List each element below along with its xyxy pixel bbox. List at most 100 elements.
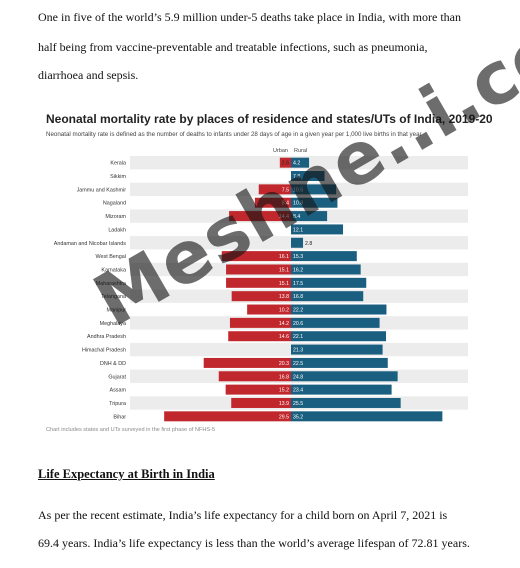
bar-urban xyxy=(247,304,291,315)
bar-rural xyxy=(291,264,361,275)
data-label-rural: 4.2 xyxy=(293,161,300,167)
bar-urban xyxy=(218,371,291,382)
category-label: Jammu and Kashmir xyxy=(77,187,127,193)
data-label-urban: 16.8 xyxy=(279,374,289,380)
data-label-rural: 2.8 xyxy=(305,241,312,247)
chart-plot: Urban Rural Kerala 2.6 4.2 Sikkim 7.8 Jammu and… xyxy=(54,148,468,422)
data-label-urban: 2.6 xyxy=(282,161,289,167)
category-label: Sikkim xyxy=(110,174,126,180)
bar-rural xyxy=(291,237,304,248)
bar-rural xyxy=(291,331,387,342)
bar-rural xyxy=(291,184,337,195)
data-label-rural: 24.8 xyxy=(293,374,303,380)
category-label: Telangana xyxy=(101,294,126,300)
bar-urban xyxy=(279,157,291,168)
neonatal-mortality-chart: Neonatal mortality rate by places of res… xyxy=(40,102,493,442)
data-label-urban: 8.4 xyxy=(282,201,289,207)
data-label-rural: 22.2 xyxy=(293,308,303,314)
legend-rural: Rural xyxy=(294,148,307,154)
data-label-rural: 7.8 xyxy=(293,174,300,180)
bar-rural xyxy=(291,157,310,168)
bar-rural xyxy=(291,304,387,315)
data-label-urban: 15.1 xyxy=(279,267,289,273)
life-expectancy-paragraph-line-2: 69.4 years. India’s life expectancy is l… xyxy=(38,536,470,550)
bar-rural xyxy=(291,317,380,328)
data-label-rural: 10.5 xyxy=(293,187,303,193)
data-label-rural: 20.6 xyxy=(293,321,303,327)
data-label-rural: 23.4 xyxy=(293,388,303,394)
life-expectancy-paragraph-line-1: As per the recent estimate, India’s life… xyxy=(38,508,448,522)
data-label-urban: 15.2 xyxy=(279,388,289,394)
category-label: Gujarat xyxy=(108,374,126,380)
chart-subtitle: Neonatal mortality rate is defined as th… xyxy=(46,131,422,138)
category-label: Tripura xyxy=(109,401,126,407)
bar-urban xyxy=(231,291,291,302)
data-label-rural: 22.5 xyxy=(293,361,303,367)
bar-rural xyxy=(291,291,364,302)
data-label-rural: 17.5 xyxy=(293,281,303,287)
bar-rural xyxy=(291,224,344,235)
bar-urban xyxy=(225,384,291,395)
intro-paragraph-line-2: half being from vaccine-preventable and … xyxy=(38,40,428,54)
bar-rural xyxy=(291,384,392,395)
bar-urban xyxy=(226,264,291,275)
category-label: Mizoram xyxy=(105,214,126,220)
bar-rural xyxy=(291,211,328,222)
bar-rural xyxy=(291,357,388,368)
data-label-urban: 15.1 xyxy=(279,281,289,287)
category-label: Meghalaya xyxy=(100,321,126,327)
bar-rural xyxy=(291,344,383,355)
intro-paragraph-line-3: diarrhoea and sepsis. xyxy=(38,68,139,82)
intro-paragraph-line-1: One in five of the world’s 5.9 million u… xyxy=(38,10,461,24)
data-label-rural: 8.4 xyxy=(293,214,300,220)
data-label-urban: 14.2 xyxy=(279,321,289,327)
legend-urban: Urban xyxy=(273,148,288,154)
data-label-urban: 13.9 xyxy=(279,401,289,407)
bar-rural xyxy=(291,277,367,288)
data-label-rural: 22.1 xyxy=(293,334,303,340)
bar-rural xyxy=(291,371,398,382)
category-label: Andaman and Nicobar Islands xyxy=(54,241,127,247)
category-label: Maharashtra xyxy=(96,281,126,287)
category-label: Nagaland xyxy=(103,201,126,207)
section-heading: Life Expectancy at Birth in India xyxy=(38,467,215,481)
bar-urban xyxy=(254,197,291,208)
bar-urban xyxy=(228,331,291,342)
data-label-urban: 7.5 xyxy=(282,187,289,193)
data-label-rural: 10.8 xyxy=(293,201,303,207)
data-label-rural: 12.1 xyxy=(293,227,303,233)
bar-urban xyxy=(203,357,291,368)
category-label: Manipur xyxy=(107,308,127,314)
category-label: Kerala xyxy=(110,161,126,167)
data-label-rural: 35.2 xyxy=(293,414,303,420)
data-label-rural: 25.5 xyxy=(293,401,303,407)
data-label-urban: 14.6 xyxy=(279,334,289,340)
category-label: Assam xyxy=(110,388,127,394)
bar-urban xyxy=(164,411,291,422)
data-label-urban: 16.1 xyxy=(279,254,289,260)
category-label: Ladakh xyxy=(108,227,126,233)
category-label: West Bengal xyxy=(96,254,126,260)
bar-rural xyxy=(291,197,338,208)
data-label-rural: 16.2 xyxy=(293,267,303,273)
bar-rural xyxy=(291,397,401,408)
bar-urban xyxy=(258,184,291,195)
category-label: Andhra Pradesh xyxy=(87,334,126,340)
data-label-urban: 14.4 xyxy=(279,214,289,220)
data-label-rural: 15.3 xyxy=(293,254,303,260)
data-label-rural: 21.3 xyxy=(293,348,303,354)
bar-urban xyxy=(226,277,291,288)
chart-title: Neonatal mortality rate by places of res… xyxy=(46,112,493,126)
data-label-rural: 16.8 xyxy=(293,294,303,300)
bar-urban xyxy=(231,397,291,408)
category-label: Karnataka xyxy=(101,267,126,273)
category-label: Himachal Pradesh xyxy=(82,348,126,354)
bar-urban xyxy=(221,251,291,262)
data-label-urban: 20.3 xyxy=(279,361,289,367)
bar-urban xyxy=(229,317,291,328)
bar-rural xyxy=(291,411,443,422)
category-label: Bihar xyxy=(113,414,126,420)
data-label-urban: 13.8 xyxy=(279,294,289,300)
chart-note: Chart includes states and UTs surveyed i… xyxy=(46,427,216,433)
bar-urban xyxy=(229,211,291,222)
